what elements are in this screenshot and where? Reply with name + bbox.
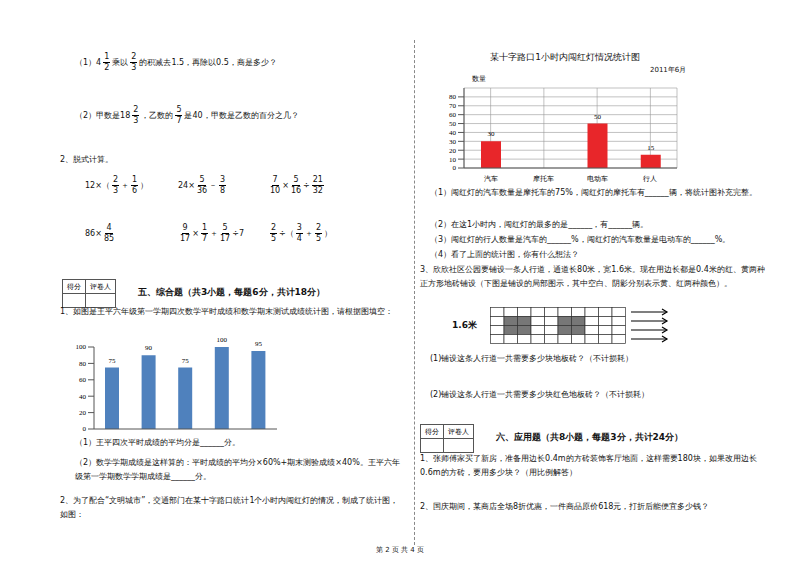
html-text:1: 1: [104, 52, 110, 61]
html-text:7: 7: [272, 175, 278, 184]
svg-text:80: 80: [79, 360, 87, 368]
svg-text:100: 100: [76, 343, 87, 351]
html-text:（1）闯红灯的汽车数量是摩托车的75%，闯红灯的摩托车有__: （1）闯红灯的汽车数量是摩托车的75%，闯红灯的摩托车有______辆，将统计图…: [430, 188, 757, 197]
html-text:2、脱式计算。: 2、脱式计算。: [60, 155, 114, 164]
html-text:数量: 数量: [472, 75, 486, 83]
html-text:六、应用题（共8小题，每题3分，共计24分）: 六、应用题（共8小题，每题3分，共计24分）: [496, 432, 684, 442]
html-text:36: 36: [196, 186, 208, 195]
html-text:3: 3: [296, 223, 302, 232]
svg-text:75: 75: [182, 357, 190, 365]
svg-text:50: 50: [449, 120, 457, 128]
html-text:32: 32: [312, 186, 323, 195]
html-text:5: 5: [271, 234, 277, 243]
html-text:评卷人: 评卷人: [90, 282, 111, 291]
svg-text:30: 30: [449, 138, 457, 146]
svg-text:30: 30: [488, 130, 496, 138]
svg-text:行人: 行人: [643, 175, 657, 183]
html-text:评卷人: 评卷人: [448, 427, 469, 436]
html-text:2、为了配合“文明城市”，交通部门在某十字路口统计1个小时内: 2、为了配合“文明城市”，交通部门在某十字路口统计1个小时内闯红灯的情况，制成了…: [60, 496, 399, 519]
html-text:6: 6: [132, 186, 138, 195]
html-text:(2)铺设这条人行道一共需要多少块红色地板砖？（不计损耗）: (2)铺设这条人行道一共需要多少块红色地板砖？（不计损耗）: [430, 390, 650, 399]
html-text:（2）在这1小时内，闯红灯的最多的是______，有____: （2）在这1小时内，闯红灯的最多的是______，有______辆。: [430, 220, 649, 229]
svg-text:95: 95: [255, 340, 263, 348]
html-text:12×（: 12×（: [85, 181, 110, 190]
svg-text:80: 80: [449, 93, 457, 101]
html-text:2: 2: [315, 223, 321, 232]
html-text:5: 5: [176, 105, 182, 114]
html-text:(1)铺设这条人行道一共需要多少块地板砖？（不计损耗）: (1)铺设这条人行道一共需要多少块地板砖？（不计损耗）: [430, 354, 634, 363]
html-text:16: 16: [290, 186, 302, 195]
html-text:3: 3: [133, 116, 139, 125]
html-text:4: 4: [296, 234, 302, 243]
html-text:21: 21: [312, 175, 323, 184]
html-text:某十字路口1小时内闯红灯情况统计图: 某十字路口1小时内闯红灯情况统计图: [490, 52, 640, 62]
html-text:得分: 得分: [425, 427, 439, 436]
html-text:乘以: 乘以: [112, 58, 129, 67]
html-text:3: 3: [220, 175, 226, 184]
svg-text:75: 75: [109, 357, 117, 365]
html-text:9: 9: [182, 223, 188, 232]
html-text:（2）甲数是18: （2）甲数是18: [75, 111, 131, 120]
html-text:2011年6月: 2011年6月: [650, 66, 687, 74]
svg-text:70: 70: [449, 102, 457, 110]
svg-text:100: 100: [217, 336, 228, 344]
html-text:17: 17: [220, 234, 231, 243]
html-text:的积减去1.5，再除以0.5，商是多少？: 的积减去1.5，再除以0.5，商是多少？: [139, 58, 277, 67]
html-text:2: 2: [112, 175, 118, 184]
svg-text:50: 50: [594, 113, 602, 121]
svg-text:电动车: 电动车: [587, 175, 608, 183]
svg-text:60: 60: [79, 376, 87, 384]
svg-text:摩托车: 摩托车: [533, 175, 554, 183]
svg-text:15: 15: [647, 144, 655, 152]
html-text:7: 7: [176, 116, 182, 125]
html-text:2、国庆期间，某商店全场8折优惠，一件商品原价618元，打折: 2、国庆期间，某商店全场8折优惠，一件商品原价618元，打折后能便宜多少钱？: [420, 502, 710, 511]
html-text:5: 5: [315, 234, 321, 243]
svg-text:20: 20: [449, 147, 457, 155]
html-text:（2）数学学期成绩是这样算的：平时成绩的平均分×60%+期末: （2）数学学期成绩是这样算的：平时成绩的平均分×60%+期末测验成绩×40%。王…: [75, 458, 400, 481]
svg-text:90: 90: [145, 344, 153, 352]
svg-text:0: 0: [453, 164, 457, 172]
html-text:1: 1: [132, 175, 138, 184]
html-text:第 2 页 共 4 页: 第 2 页 共 4 页: [376, 546, 424, 554]
html-text:（1）王平四次平时成绩的平均分是______分。: （1）王平四次平时成绩的平均分是______分。: [75, 438, 241, 447]
html-text:（1）4: （1）4: [75, 58, 102, 67]
html-text:1.6米: 1.6米: [452, 320, 477, 330]
svg-text:40: 40: [79, 393, 87, 401]
html-text:3: 3: [112, 186, 118, 195]
html-text:（3）闯红灯的行人数量是汽车的______%，闯红灯的汽车数: （3）闯红灯的行人数量是汽车的______%，闯红灯的汽车数量是电动车的____…: [430, 235, 731, 244]
html-text:2: 2: [133, 105, 139, 114]
svg-text:20: 20: [79, 409, 87, 417]
html-text:2: 2: [104, 63, 110, 72]
html-text:5: 5: [293, 175, 299, 184]
html-text:8: 8: [220, 186, 226, 195]
svg-text:60: 60: [449, 111, 457, 119]
html-text:5: 5: [222, 223, 228, 232]
html-text:（4）看了上面的统计图，你有什么想法？: （4）看了上面的统计图，你有什么想法？: [430, 250, 580, 259]
html-text:17: 17: [180, 234, 191, 243]
html-text:÷7: ÷7: [232, 229, 244, 238]
svg-text:汽车: 汽车: [484, 175, 498, 183]
html-text:，乙数的: ，乙数的: [141, 111, 174, 120]
html-text:1: 1: [201, 223, 207, 232]
html-text:是40，甲数是乙数的百分之几？: 是40，甲数是乙数的百分之几？: [184, 111, 299, 120]
html-text:4: 4: [106, 223, 112, 232]
html-text:五、综合题（共3小题，每题6分，共计18分）: 五、综合题（共3小题，每题6分，共计18分）: [138, 287, 326, 297]
svg-text:10: 10: [449, 156, 457, 164]
html-text:得分: 得分: [67, 282, 81, 291]
html-text:3: 3: [131, 63, 137, 72]
html-text:86×: 86×: [85, 229, 102, 238]
html-text:2: 2: [271, 223, 277, 232]
svg-text:0: 0: [83, 425, 87, 433]
html-text:10: 10: [270, 186, 281, 195]
html-text:1、张师傅家买了新房，准备用边长0.4m的方砖装饰客厅地面，: 1、张师傅家买了新房，准备用边长0.4m的方砖装饰客厅地面，这样需要180块，如…: [420, 454, 757, 477]
svg-text:40: 40: [449, 129, 457, 137]
html-text:7: 7: [201, 234, 207, 243]
html-text:3、欣欣社区公园要铺设一条人行道，通道长80米，宽1.6米。: 3、欣欣社区公园要铺设一条人行道，通道长80米，宽1.6米。现在用边长都是0.4…: [420, 265, 765, 288]
html-text:85: 85: [103, 234, 115, 243]
html-text:5: 5: [199, 175, 205, 184]
html-text:1、如图是王平六年级第一学期四次数学平时成绩和数学期末测试成: 1、如图是王平六年级第一学期四次数学平时成绩和数学期末测试成绩统计图，请根据图填…: [60, 307, 394, 316]
html-text:24×: 24×: [178, 181, 195, 190]
html-text:2: 2: [131, 52, 137, 61]
